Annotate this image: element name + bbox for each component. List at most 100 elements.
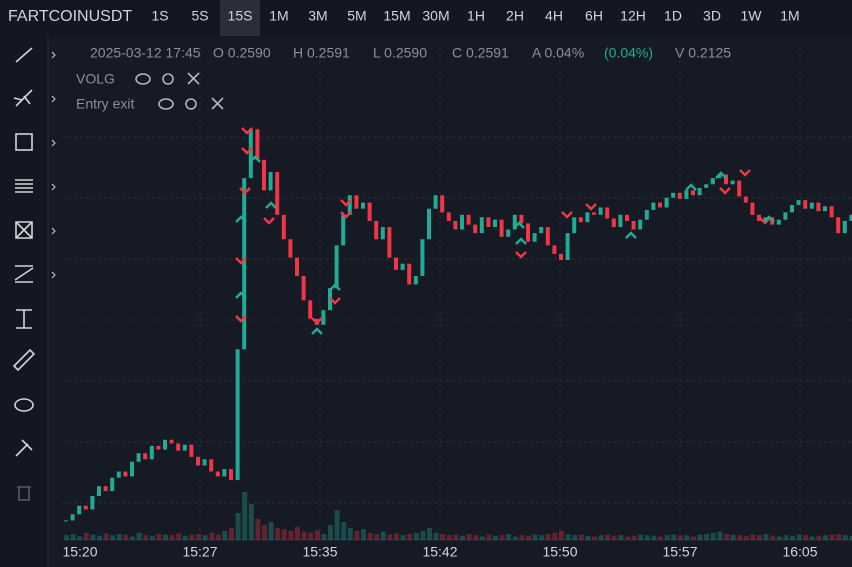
timeframe-button[interactable]: 5M <box>347 8 366 24</box>
volume-bar <box>849 535 852 540</box>
remove-icon[interactable] <box>211 97 224 110</box>
volume-bar <box>809 536 815 540</box>
candle <box>578 217 583 223</box>
volume-bar <box>446 535 452 540</box>
settings-icon[interactable] <box>185 98 197 110</box>
indicator-name[interactable]: Entry exit <box>76 96 134 112</box>
volume-bar <box>631 535 637 540</box>
volume-bar <box>215 534 221 540</box>
candle <box>519 214 524 224</box>
candle <box>631 220 636 230</box>
timeframe-button[interactable]: 30M <box>422 8 449 24</box>
drawing-tools <box>12 47 56 501</box>
volume-bar <box>202 535 208 540</box>
candle <box>196 456 200 466</box>
volume-bar <box>361 529 366 540</box>
candle <box>83 505 88 510</box>
timeframe-button[interactable]: 4H <box>545 8 563 24</box>
candle <box>743 196 748 203</box>
tool-rect[interactable] <box>15 133 33 151</box>
volume-bar <box>829 534 835 540</box>
candle <box>301 275 306 301</box>
candle <box>539 227 544 234</box>
volume <box>64 492 852 540</box>
candle <box>644 209 649 220</box>
candle <box>229 469 233 481</box>
candle <box>836 217 841 234</box>
timeframe-button[interactable]: 1D <box>664 8 682 24</box>
tool-projection[interactable] <box>14 265 34 283</box>
tool-expanders <box>51 51 56 279</box>
volume-bar <box>704 534 710 540</box>
settings-icon[interactable] <box>162 73 174 85</box>
candle <box>97 486 101 496</box>
active-timeframe-bg <box>220 0 260 36</box>
remove-icon[interactable] <box>187 72 200 85</box>
candle <box>545 227 550 246</box>
timeframe-button[interactable]: 1S <box>151 8 168 24</box>
volume-bar <box>539 535 545 540</box>
timeframe-button[interactable]: 1M <box>780 8 799 24</box>
visibility-icon[interactable] <box>135 73 151 85</box>
x-tick-label: 15:27 <box>182 544 217 560</box>
symbol[interactable]: FARTCOINUSDT <box>8 8 132 25</box>
tool-pattern[interactable] <box>15 221 33 239</box>
tool-trend[interactable] <box>13 89 33 107</box>
tool-eye[interactable] <box>14 398 34 412</box>
tool-ruler[interactable] <box>12 348 36 372</box>
timeframe-button[interactable]: 5S <box>191 8 208 24</box>
volume-bar <box>367 532 373 540</box>
volume-bar <box>651 535 657 540</box>
tool-measure[interactable] <box>16 309 32 329</box>
legend-low: L 0.2590 <box>373 45 427 61</box>
legend: 2025-03-12 17:45 O 0.2590 H 0.2591 L 0.2… <box>76 45 731 112</box>
tool-fib[interactable] <box>15 179 33 193</box>
tool-magnet[interactable] <box>15 439 33 457</box>
timeframe-button[interactable]: 3M <box>308 8 327 24</box>
volume-bar <box>757 535 762 540</box>
timeframe-button[interactable]: 15S <box>228 8 253 24</box>
volume-bar <box>552 532 558 540</box>
volume-bar <box>559 531 564 540</box>
tool-trash[interactable] <box>17 486 31 501</box>
volume-bar <box>691 536 696 540</box>
x-tick-label: 15:42 <box>422 544 457 560</box>
volume-bar <box>585 535 591 540</box>
candle <box>572 217 577 234</box>
visibility-icon[interactable] <box>158 98 174 110</box>
candle <box>618 214 623 228</box>
timeframe-button[interactable]: 12H <box>620 8 646 24</box>
candle <box>446 212 451 221</box>
candle <box>77 505 82 515</box>
volume-bar <box>625 536 630 540</box>
volume-bar <box>842 535 848 540</box>
candle <box>697 187 702 196</box>
timeframe-button[interactable]: 2H <box>506 8 524 24</box>
timeframe-button[interactable]: 1W <box>741 8 763 24</box>
timeframe-button[interactable]: 3D <box>703 8 721 24</box>
volume-bar <box>493 535 498 540</box>
volume-bar <box>717 531 723 540</box>
volume-bar <box>724 534 729 540</box>
timeframe-button[interactable]: 1H <box>467 8 485 24</box>
candle <box>730 180 735 185</box>
volume-bar <box>341 522 347 540</box>
legend-date: 2025-03-12 17:45 <box>90 45 201 61</box>
candle <box>262 159 266 191</box>
timeframe-button[interactable]: 6H <box>585 8 603 24</box>
volume-bar <box>466 534 472 540</box>
candle <box>64 520 68 522</box>
volume-bar <box>275 528 281 540</box>
candle <box>704 184 709 188</box>
volume-bar <box>697 534 703 540</box>
volume-bar <box>413 532 419 540</box>
candle <box>638 219 643 230</box>
tool-line[interactable] <box>15 47 33 63</box>
candle <box>809 202 814 209</box>
candle <box>691 190 695 196</box>
x-tick-label: 15:20 <box>62 544 97 560</box>
timeframe-button[interactable]: 15M <box>383 8 410 24</box>
indicator-name[interactable]: VOLG <box>76 71 115 87</box>
timeframe-button[interactable]: 1M <box>269 8 288 24</box>
